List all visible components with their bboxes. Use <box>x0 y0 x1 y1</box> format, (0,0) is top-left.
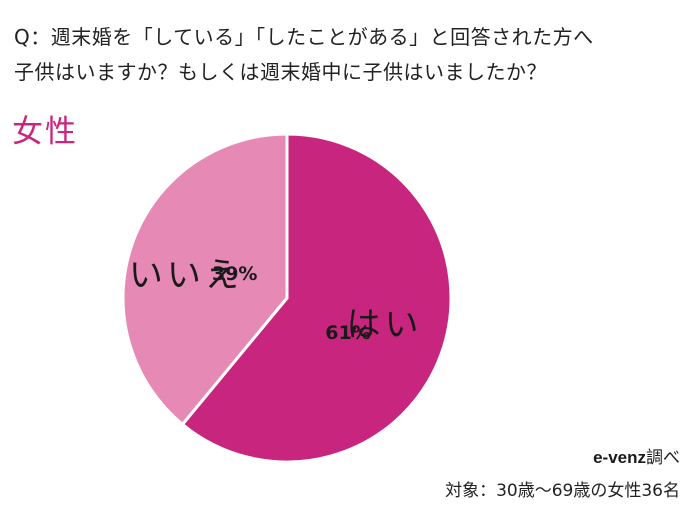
segment-title: 女性 <box>12 114 78 150</box>
survey-target: 対象：30歳〜69歳の女性36名 <box>445 481 680 501</box>
source-credit: e-venz調べ <box>593 446 680 470</box>
pie-slice-value-no: 39% <box>212 263 257 285</box>
pie-slices <box>121 132 453 464</box>
question-text: Q：週末婚を「している」「したことがある」と回答された方へ 子供はいますか？もし… <box>14 20 690 90</box>
question-line-2: 子供はいますか？もしくは週末婚中に子供はいましたか？ <box>14 60 547 84</box>
source-brand: e-venz <box>593 448 646 467</box>
pie-slice-yes <box>180 132 453 464</box>
source-suffix: 調べ <box>646 448 680 468</box>
question-line-1: Q：週末婚を「している」「したことがある」と回答された方へ <box>14 25 594 49</box>
pie-slice-name-yes: はい <box>347 305 423 345</box>
pie-slice-no <box>121 132 289 426</box>
pie-slice-value-yes: 61% <box>325 322 370 344</box>
pie-slice-name-no: いいえ <box>129 255 243 295</box>
